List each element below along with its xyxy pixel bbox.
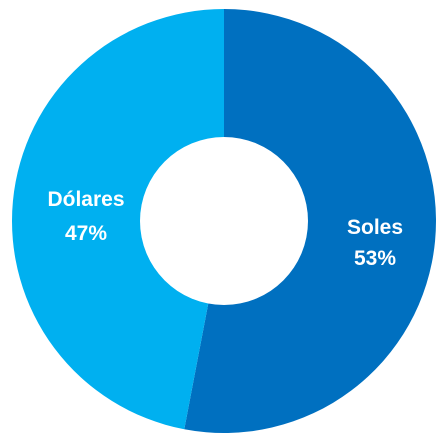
slice-label-dolares-name: Dólares [47, 188, 124, 211]
slice-label-dolares-percent: 47% [65, 222, 107, 245]
donut-hole [140, 137, 308, 305]
slice-label-soles-name: Soles [347, 216, 403, 239]
slice-label-soles-percent: 53% [354, 247, 396, 270]
labels-group: Soles 53% Dólares 47% [47, 188, 403, 270]
slice-soles [184, 9, 436, 433]
slices-group [11, 9, 436, 433]
slice-dolares [11, 9, 224, 430]
